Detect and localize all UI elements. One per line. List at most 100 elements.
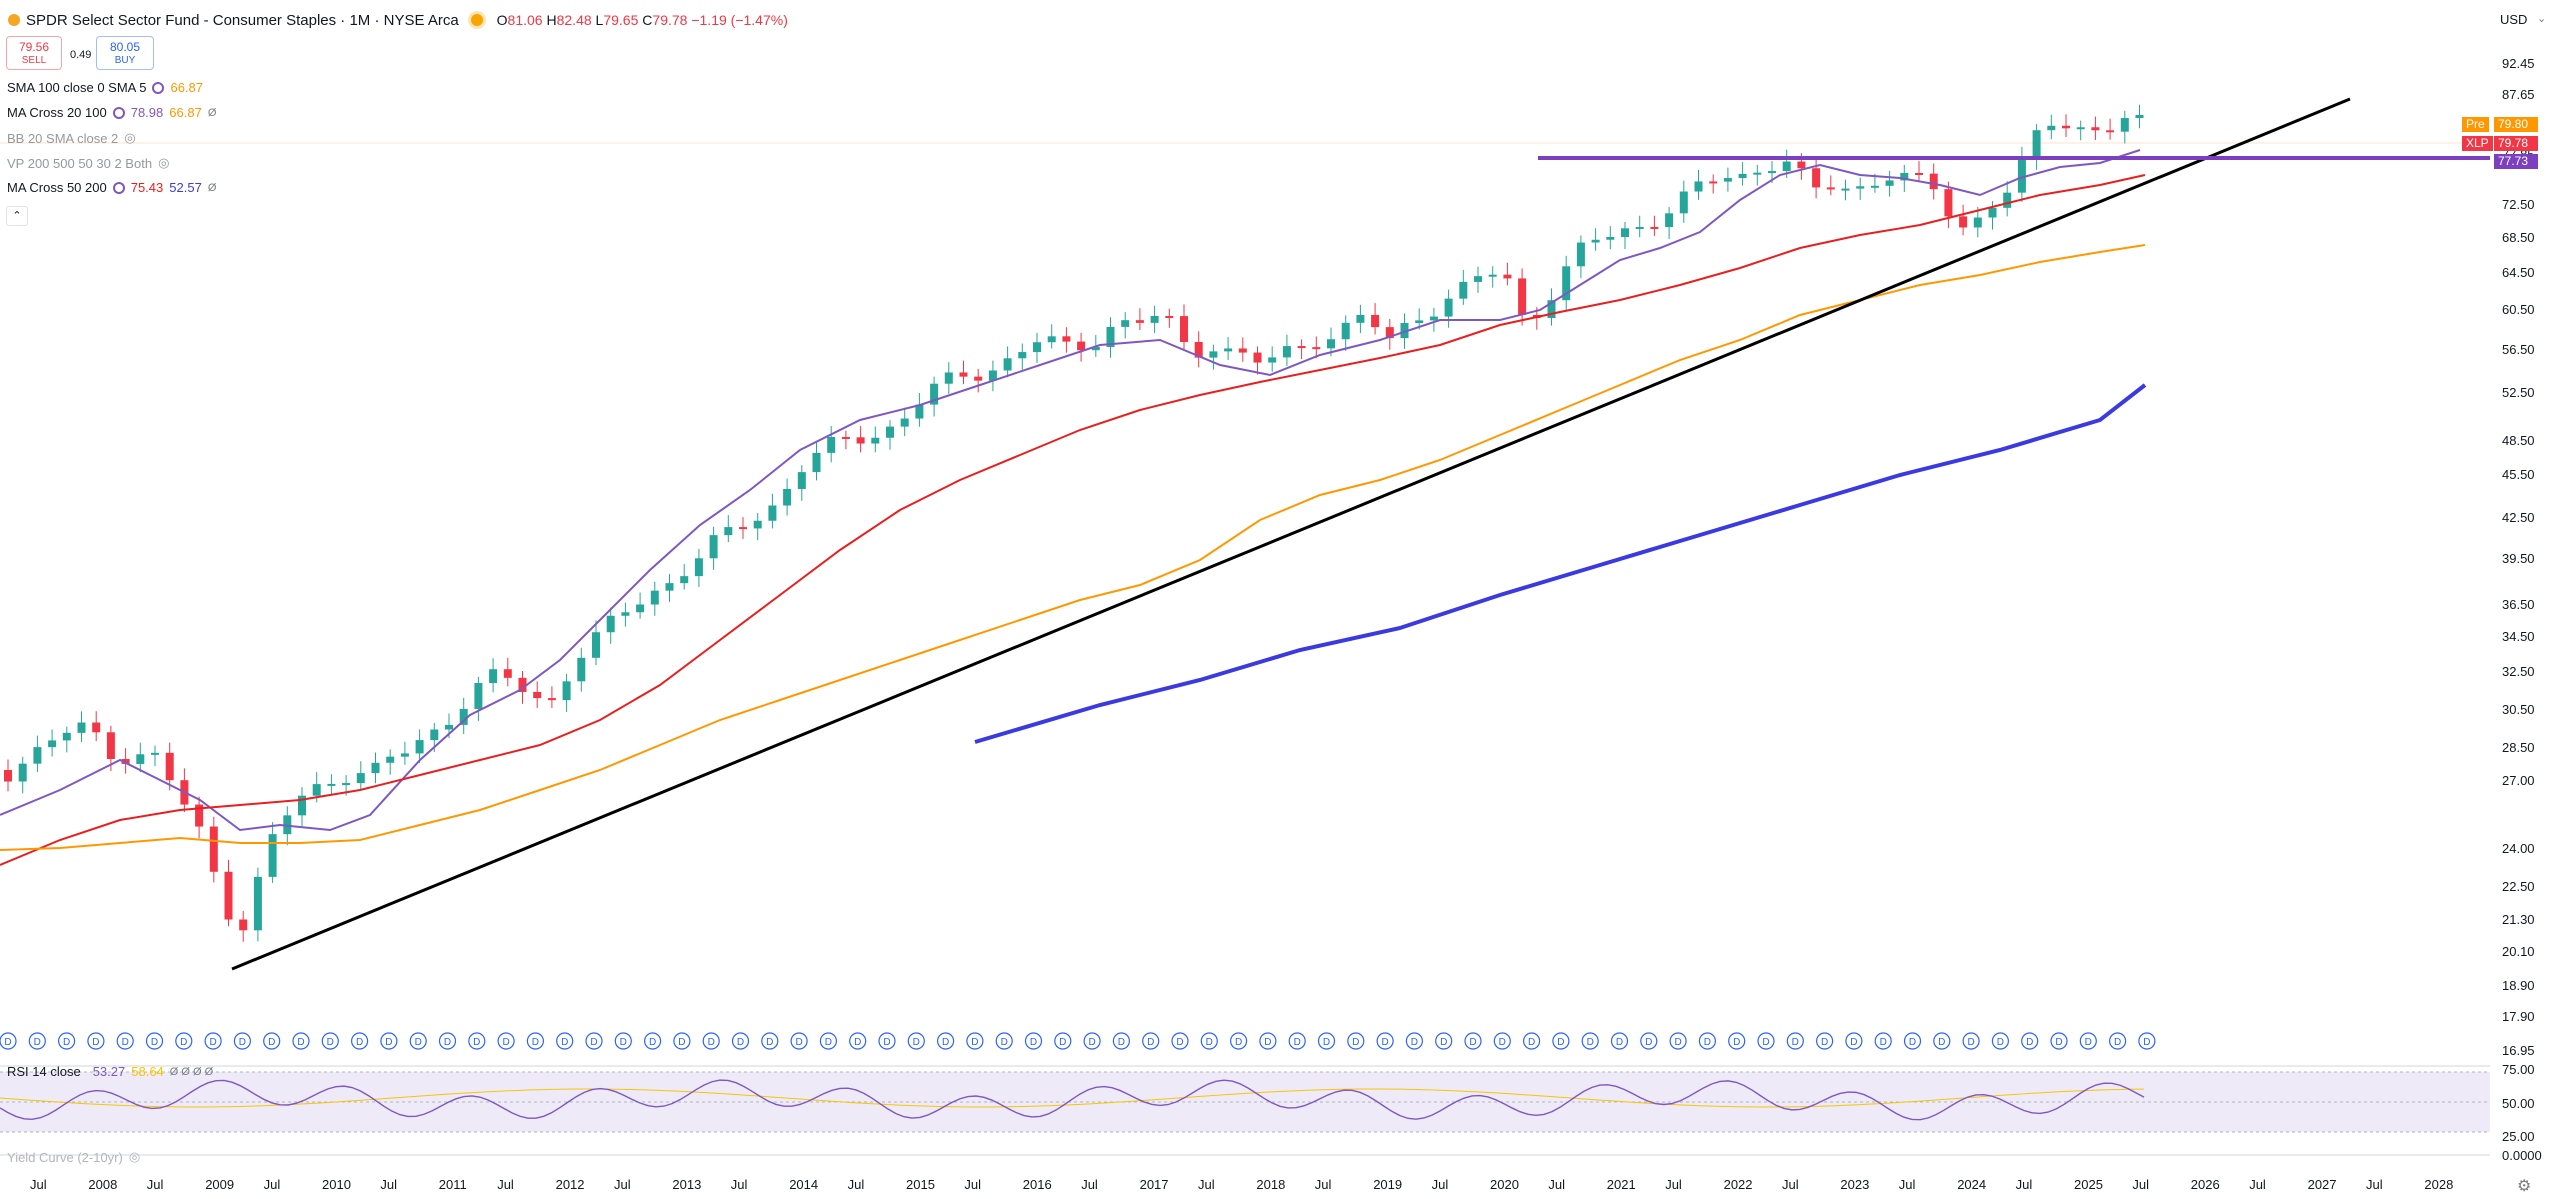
dividend-marker: D <box>761 1032 779 1050</box>
candle-body <box>342 783 351 786</box>
sell-label: SELL <box>21 55 47 66</box>
candle-body <box>459 708 468 725</box>
candle-body <box>400 753 409 757</box>
indicator-ma-cross-50-200[interactable]: MA Cross 50 200 75.43 52.57 Ø <box>7 180 216 195</box>
time-axis-label: Jul <box>2366 1177 2383 1192</box>
candle-body <box>827 436 836 453</box>
svg-text:D: D <box>502 1037 509 1048</box>
candle-body <box>1180 316 1188 343</box>
candle-body <box>1944 189 1953 217</box>
dividend-marker: D <box>1435 1032 1453 1050</box>
last-price-label: 79.78 <box>2494 136 2538 151</box>
gear-icon[interactable]: ⚙ <box>2517 1178 2532 1195</box>
indicator-bb[interactable]: BB 20 SMA close 2 ◎ <box>7 130 136 146</box>
dividend-marker: D <box>1610 1032 1629 1050</box>
candle-body <box>841 436 850 439</box>
indicator-sma100[interactable]: SMA 100 close 0 SMA 5 66.87 <box>7 80 203 95</box>
price-axis-label: 64.50 <box>2502 265 2535 280</box>
indicator-value-2: 66.87 <box>169 105 202 120</box>
chart-header: SPDR Select Sector Fund - Consumer Stapl… <box>0 0 788 40</box>
price-axis-label: 28.50 <box>2502 740 2535 755</box>
candle-body <box>974 376 983 381</box>
symbol-title[interactable]: SPDR Select Sector Fund - Consumer Stapl… <box>26 11 459 29</box>
svg-text:D: D <box>63 1037 70 1048</box>
indicator-ma-cross-20-100[interactable]: MA Cross 20 100 78.98 66.87 Ø <box>7 105 216 120</box>
candle-body <box>2017 157 2026 193</box>
symbol-tag: XLP <box>2462 136 2493 151</box>
dividend-marker: D <box>995 1032 1013 1050</box>
dividend-marker: D <box>175 1032 193 1050</box>
dividend-marker: D <box>1757 1032 1775 1050</box>
sell-button[interactable]: 79.56 SELL <box>6 36 62 70</box>
candle-body <box>1797 161 1806 169</box>
candle-body <box>886 426 894 438</box>
candle-body <box>1474 276 1482 282</box>
candle-body <box>1033 342 1041 353</box>
candle-body <box>1400 323 1409 339</box>
candle-body <box>930 383 939 405</box>
currency-label[interactable]: USD <box>2500 12 2528 27</box>
indicator-rsi[interactable]: RSI 14 close 53.27 58.64 Ø Ø Ø Ø <box>7 1064 213 1079</box>
indicator-vp[interactable]: VP 200 500 50 30 2 Both ◎ <box>7 155 169 171</box>
candle-body <box>2003 192 2012 208</box>
candle-body <box>1709 181 1718 184</box>
rsi-line <box>0 1079 2145 1121</box>
price-axis-label: 34.50 <box>2502 629 2535 644</box>
rsi-value: 53.27 <box>92 1064 126 1079</box>
indicator-name: MA Cross 20 100 <box>7 105 107 120</box>
candle-body <box>1282 346 1291 358</box>
settings-icon[interactable] <box>112 181 125 194</box>
dividend-marker: D <box>1376 1032 1394 1050</box>
hidden-eye-icon[interactable]: ◎ <box>128 1149 141 1164</box>
yield-curve-axis-value: 0.0000 <box>2502 1148 2542 1163</box>
chevron-down-icon[interactable]: ⌄ <box>2537 13 2547 25</box>
price-axis-label: 16.95 <box>2502 1043 2535 1058</box>
candle-body <box>1459 281 1468 299</box>
svg-text:D: D <box>1850 1037 1857 1048</box>
candle-body <box>1194 342 1203 358</box>
candle-body <box>739 527 747 530</box>
dividend-marker: D <box>1991 1032 2010 1050</box>
dividend-marker: D <box>145 1032 164 1050</box>
time-axis-label: Jul <box>497 1177 514 1192</box>
candle-body <box>2135 114 2144 119</box>
candle-body <box>592 632 600 658</box>
candle-body <box>1650 226 1659 229</box>
svg-text:D: D <box>1440 1037 1447 1048</box>
candle-body <box>106 732 115 759</box>
candle-body <box>533 691 542 699</box>
candle-body <box>636 604 645 613</box>
svg-text:D: D <box>1059 1037 1066 1048</box>
time-axis-label: 2021 <box>1606 1177 1636 1192</box>
dividend-marker: D <box>28 1032 46 1050</box>
indicator-extra: Ø <box>207 181 217 194</box>
svg-text:D: D <box>1030 1037 1037 1048</box>
candle-body <box>797 472 806 489</box>
candle-body <box>1062 336 1071 342</box>
candle-body <box>768 505 777 521</box>
settings-icon[interactable] <box>152 81 165 94</box>
dividend-marker: D <box>1200 1032 1218 1050</box>
candle-body <box>1503 274 1512 279</box>
dividend-marker: D <box>585 1032 603 1050</box>
svg-text:D: D <box>1762 1037 1769 1048</box>
dividend-marker: D <box>1874 1032 1892 1050</box>
collapse-legend-button[interactable]: ⌃ <box>6 206 28 226</box>
price-axis-label: 20.10 <box>2502 944 2535 959</box>
candle-body <box>474 683 483 709</box>
hidden-eye-icon[interactable]: ◎ <box>124 130 136 145</box>
candle-body <box>4 770 12 782</box>
hidden-eye-icon[interactable]: ◎ <box>158 155 170 170</box>
svg-text:D: D <box>1352 1037 1359 1048</box>
svg-text:D: D <box>708 1037 715 1048</box>
buy-button[interactable]: 80.05 BUY <box>96 36 154 70</box>
candle-body <box>121 758 130 764</box>
time-axis-label: 2018 <box>1256 1177 1286 1192</box>
rsi-axis-75: 75.00 <box>2502 1062 2535 1077</box>
settings-icon[interactable] <box>112 106 125 119</box>
indicator-yield-curve[interactable]: Yield Curve (2-10yr) ◎ <box>7 1149 140 1165</box>
candle-body <box>621 612 630 616</box>
candle-body <box>1973 217 1982 228</box>
dividend-marker: D <box>1552 1032 1570 1050</box>
